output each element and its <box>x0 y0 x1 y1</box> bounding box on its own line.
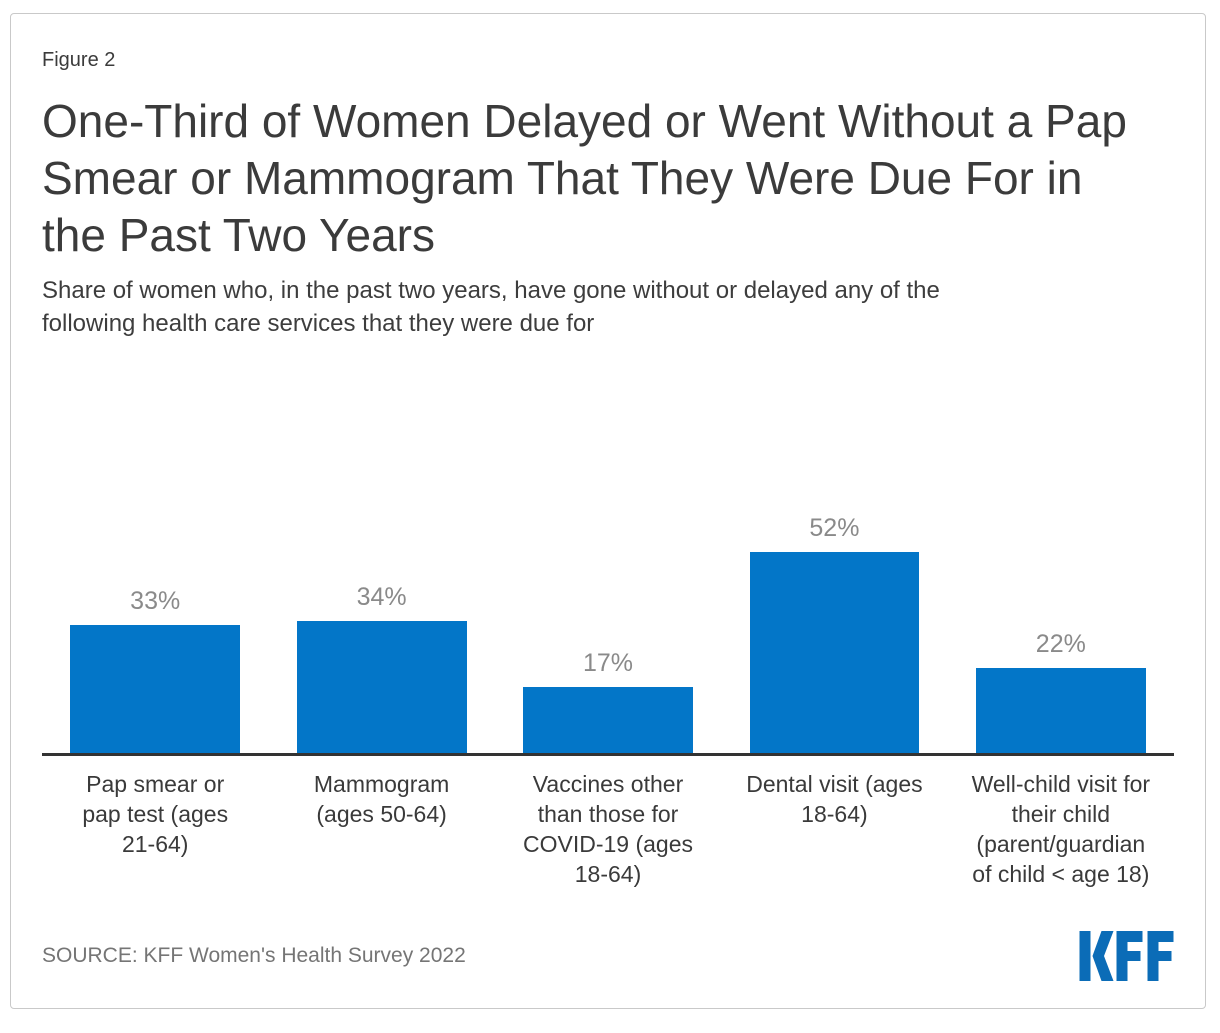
bar-value-label: 17% <box>582 649 634 677</box>
bar-pap-smear <box>70 625 241 753</box>
bar-column-dental-visit: 52% <box>721 513 947 753</box>
bar-mammogram <box>296 621 467 753</box>
bar-column-mammogram: 34% <box>268 582 494 753</box>
category-label-pap-smear: Pap smear or pap test (ages 21-64) <box>82 771 229 857</box>
source-note: SOURCE: KFF Women's Health Survey 2022 <box>42 944 466 967</box>
category-label-well-child-visit: Well-child visit for their child (parent… <box>971 771 1151 887</box>
figure-label: Figure 2 <box>42 49 116 71</box>
kff-logo <box>1079 931 1174 981</box>
bar-well-child-visit <box>975 668 1146 753</box>
bar-dental-visit <box>749 552 920 753</box>
figure-footer: SOURCE: KFF Women's Health Survey 2022 <box>42 931 1174 981</box>
bar-value-label: 33% <box>130 587 181 615</box>
bar-value-label: 34% <box>356 583 407 611</box>
bar-vaccines <box>523 687 693 753</box>
bar-chart: 33% 34% 17% 52% 22% Pap smear or pap <box>42 434 1174 889</box>
chart-subtitle: Share of women who, in the past two year… <box>42 277 940 337</box>
category-axis-labels: Pap smear or pap test (ages 21-64) Mammo… <box>42 769 1174 889</box>
chart-title: One-Third of Women Delayed or Went Witho… <box>42 95 1127 261</box>
bar-value-label: 22% <box>1035 630 1086 658</box>
category-label-dental-visit: Dental visit (ages 18-64) <box>746 771 923 827</box>
plot-area: 33% 34% 17% 52% 22% <box>42 434 1174 753</box>
figure-card: Figure 2 One-Third of Women Delayed or W… <box>10 13 1206 1009</box>
bar-value-label: 52% <box>809 514 860 542</box>
x-axis-line <box>42 753 1174 756</box>
category-label-mammogram: Mammogram (ages 50-64) <box>313 771 450 827</box>
bar-column-pap-smear: 33% <box>42 586 268 753</box>
category-label-vaccines: Vaccines other than those for COVID-19 (… <box>523 771 694 887</box>
bar-column-well-child-visit: 22% <box>948 629 1174 753</box>
bar-column-vaccines: 17% <box>495 648 721 753</box>
